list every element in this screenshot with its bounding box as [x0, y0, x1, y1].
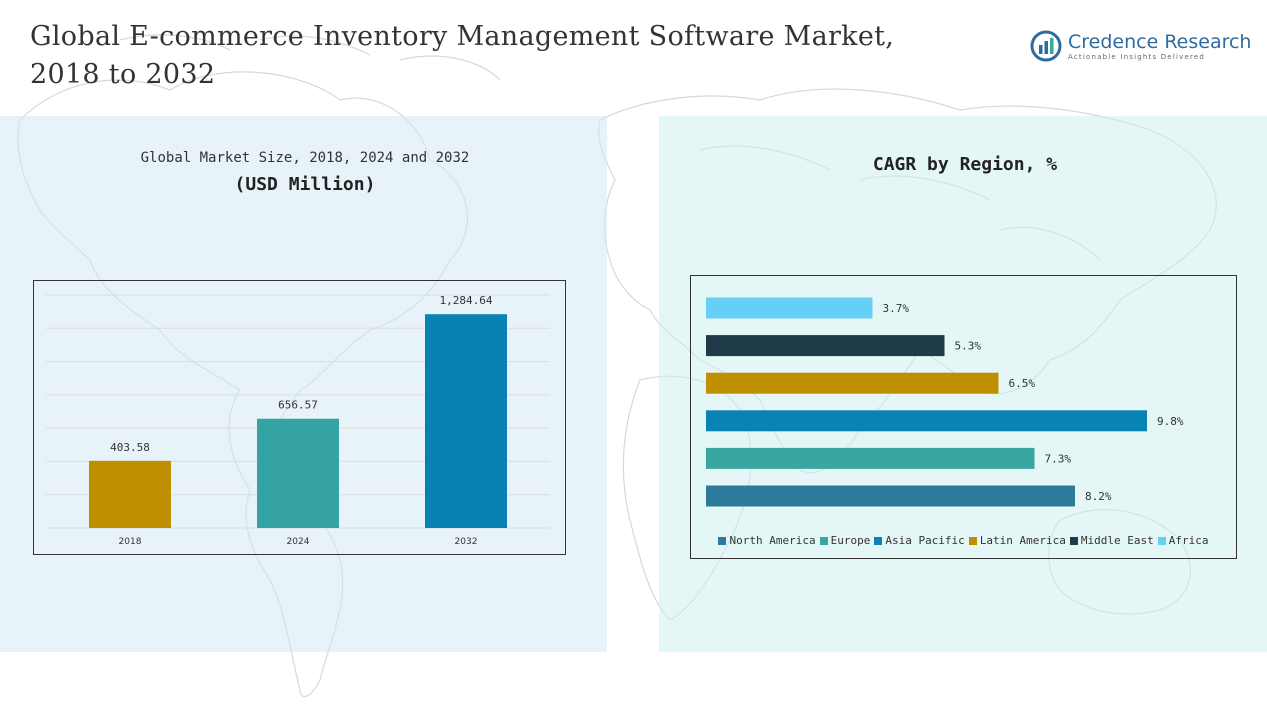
market-size-chart-svg: 403.58 2018 656.57 2024 1,284.64 2032	[46, 294, 550, 547]
legend-label: Europe	[830, 534, 871, 547]
bar-value-label: 7.3%	[1045, 452, 1072, 465]
market-size-chart-title: Global Market Size, 2018, 2024 and 2032	[140, 150, 470, 166]
bar-north-america	[706, 485, 1075, 507]
legend-label: Middle East	[1080, 534, 1154, 547]
x-tick-label: 2032	[455, 537, 478, 547]
cagr-chart: 8.2% 7.3% 9.8% 6.5% 5.3% 3.7% North America Eu…	[690, 275, 1237, 559]
market-size-chart: 403.58 2018 656.57 2024 1,284.64 2032	[33, 280, 566, 555]
market-size-chart-subtitle: (USD Million)	[234, 174, 376, 195]
page-title: Global E-commerce Inventory Management S…	[30, 21, 895, 90]
bar-value-label: 403.58	[110, 441, 150, 454]
cagr-chart-svg: 8.2% 7.3% 9.8% 6.5% 5.3% 3.7%	[706, 297, 1184, 507]
bar-value-label: 1,284.64	[440, 294, 493, 307]
legend-item: Latin America	[968, 534, 1066, 547]
legend-swatch	[874, 536, 883, 545]
legend-item: North America	[718, 534, 816, 547]
legend-swatch	[968, 536, 977, 545]
legend-label: Asia Pacific	[885, 534, 965, 547]
legend-swatch	[1069, 536, 1078, 545]
legend-item: Africa	[1157, 534, 1209, 547]
legend-item: Europe	[819, 534, 871, 547]
logo-tagline: Actionable Insights Delivered	[1068, 53, 1206, 61]
bar-2024	[257, 418, 339, 528]
legend-item: Middle East	[1069, 534, 1154, 547]
legend-label: North America	[729, 534, 816, 547]
cagr-legend: North America Europe Asia Pacific Latin Ame…	[691, 534, 1236, 547]
bar-2018	[89, 460, 171, 528]
bar-africa	[706, 297, 873, 319]
cagr-chart-title: CAGR by Region, %	[872, 154, 1058, 175]
legend-swatch	[718, 536, 727, 545]
logo-name: Credence Research	[1068, 31, 1252, 53]
bar-value-label: 8.2%	[1085, 490, 1112, 503]
bar-europe	[706, 447, 1035, 469]
bar-value-label: 6.5%	[1009, 377, 1036, 390]
bar-asia-pacific	[706, 410, 1147, 432]
x-tick-label: 2024	[287, 537, 310, 547]
bar-value-label: 5.3%	[955, 340, 982, 353]
bar-value-label: 9.8%	[1157, 415, 1184, 428]
logo-icon	[1030, 30, 1062, 62]
legend-label: Africa	[1168, 534, 1209, 547]
x-tick-label: 2018	[119, 537, 142, 547]
bar-latin-america	[706, 372, 999, 394]
legend-swatch	[819, 536, 828, 545]
brand-logo: Credence Research Actionable Insights De…	[1030, 30, 1251, 62]
bar-value-label: 656.57	[278, 399, 318, 412]
legend-label: Latin America	[979, 534, 1066, 547]
bar-value-label: 3.7%	[883, 302, 910, 315]
legend-item: Asia Pacific	[874, 534, 965, 547]
bar-2032	[425, 314, 507, 528]
bar-middle-east	[706, 335, 945, 357]
legend-swatch	[1157, 536, 1166, 545]
